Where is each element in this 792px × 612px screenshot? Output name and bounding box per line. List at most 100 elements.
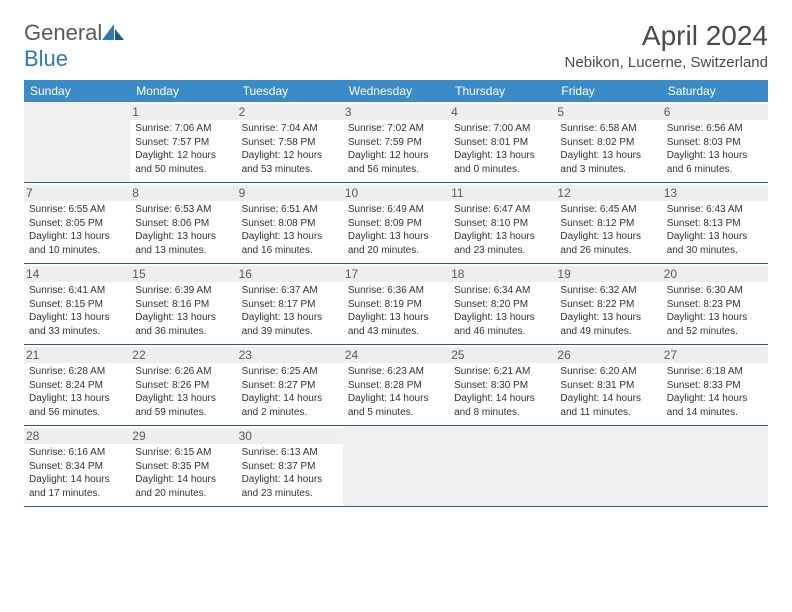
day-number: 15 xyxy=(130,266,236,282)
day-details: Sunrise: 6:41 AMSunset: 8:15 PMDaylight:… xyxy=(29,284,125,338)
weekday-header: Friday xyxy=(555,80,661,102)
calendar-cell: 12 Sunrise: 6:45 AMSunset: 8:12 PMDayligh… xyxy=(555,183,661,264)
calendar-cell: 27 Sunrise: 6:18 AMSunset: 8:33 PMDayligh… xyxy=(662,345,768,426)
calendar-cell: 5 Sunrise: 6:58 AMSunset: 8:02 PMDaylight… xyxy=(555,102,661,183)
calendar-cell: 22 Sunrise: 6:26 AMSunset: 8:26 PMDayligh… xyxy=(130,345,236,426)
calendar-cell: 11 Sunrise: 6:47 AMSunset: 8:10 PMDayligh… xyxy=(449,183,555,264)
day-number: 27 xyxy=(662,347,768,363)
day-number: 23 xyxy=(237,347,343,363)
weekday-header-row: SundayMondayTuesdayWednesdayThursdayFrid… xyxy=(24,80,768,102)
day-details: Sunrise: 6:23 AMSunset: 8:28 PMDaylight:… xyxy=(348,365,444,419)
calendar-cell: 8Sunrise: 6:53 AMSunset: 8:06 PMDaylight… xyxy=(130,183,236,264)
calendar-cell: 30Sunrise: 6:13 AMSunset: 8:37 PMDayligh… xyxy=(237,426,343,507)
day-details: Sunrise: 6:15 AMSunset: 8:35 PMDaylight:… xyxy=(135,446,231,500)
calendar-row: 28 Sunrise: 6:16 AMSunset: 8:34 PMDayligh… xyxy=(24,426,768,507)
calendar-cell xyxy=(555,426,661,507)
calendar-table: SundayMondayTuesdayWednesdayThursdayFrid… xyxy=(24,80,768,507)
day-details: Sunrise: 6:26 AMSunset: 8:26 PMDaylight:… xyxy=(135,365,231,419)
calendar-body: 1 Sunrise: 7:06 AMSunset: 7:57 PMDaylight… xyxy=(24,102,768,507)
day-number: 16 xyxy=(237,266,343,282)
day-details: Sunrise: 6:18 AMSunset: 8:33 PMDaylight:… xyxy=(667,365,763,419)
day-number: 22 xyxy=(130,347,236,363)
day-number: 19 xyxy=(555,266,661,282)
location: Nebikon, Lucerne, Switzerland xyxy=(565,54,768,71)
logo-word-2: Blue xyxy=(24,46,68,71)
calendar-cell: 26 Sunrise: 6:20 AMSunset: 8:31 PMDayligh… xyxy=(555,345,661,426)
day-details: Sunrise: 6:55 AMSunset: 8:05 PMDaylight:… xyxy=(29,203,125,257)
day-number: 6 xyxy=(662,104,768,120)
day-details: Sunrise: 6:30 AMSunset: 8:23 PMDaylight:… xyxy=(667,284,763,338)
calendar-cell: 20 Sunrise: 6:30 AMSunset: 8:23 PMDayligh… xyxy=(662,264,768,345)
calendar-cell: 1 Sunrise: 7:06 AMSunset: 7:57 PMDaylight… xyxy=(130,102,236,183)
day-number: 11 xyxy=(449,185,555,201)
calendar-row: 21 Sunrise: 6:28 AMSunset: 8:24 PMDayligh… xyxy=(24,345,768,426)
day-number: 18 xyxy=(449,266,555,282)
weekday-header: Tuesday xyxy=(237,80,343,102)
calendar-cell xyxy=(24,102,130,183)
day-number: 12 xyxy=(555,185,661,201)
calendar-cell: 24 Sunrise: 6:23 AMSunset: 8:28 PMDayligh… xyxy=(343,345,449,426)
day-number: 24 xyxy=(343,347,449,363)
day-number: 1 xyxy=(130,104,236,120)
calendar-cell: 28 Sunrise: 6:16 AMSunset: 8:34 PMDayligh… xyxy=(24,426,130,507)
weekday-header: Thursday xyxy=(449,80,555,102)
day-details: Sunrise: 6:43 AMSunset: 8:13 PMDaylight:… xyxy=(667,203,763,257)
day-details: Sunrise: 6:20 AMSunset: 8:31 PMDaylight:… xyxy=(560,365,656,419)
day-number: 20 xyxy=(662,266,768,282)
day-number: 10 xyxy=(343,185,449,201)
calendar-cell: 13 Sunrise: 6:43 AMSunset: 8:13 PMDayligh… xyxy=(662,183,768,264)
calendar-cell: 17 Sunrise: 6:36 AMSunset: 8:19 PMDayligh… xyxy=(343,264,449,345)
day-number: 29 xyxy=(130,428,236,444)
day-number: 21 xyxy=(24,347,130,363)
calendar-cell: 7 Sunrise: 6:55 AMSunset: 8:05 PMDaylight… xyxy=(24,183,130,264)
day-number: 14 xyxy=(24,266,130,282)
day-details: Sunrise: 6:34 AMSunset: 8:20 PMDaylight:… xyxy=(454,284,550,338)
day-details: Sunrise: 7:00 AMSunset: 8:01 PMDaylight:… xyxy=(454,122,550,176)
calendar-cell: 4 Sunrise: 7:00 AMSunset: 8:01 PMDaylight… xyxy=(449,102,555,183)
logo-word-1: General xyxy=(24,20,102,45)
day-number: 13 xyxy=(662,185,768,201)
logo-sail-icon xyxy=(102,24,124,40)
day-details: Sunrise: 7:06 AMSunset: 7:57 PMDaylight:… xyxy=(135,122,231,176)
month-title: April 2024 xyxy=(565,20,768,52)
day-details: Sunrise: 6:13 AMSunset: 8:37 PMDaylight:… xyxy=(242,446,338,500)
calendar-cell: 21 Sunrise: 6:28 AMSunset: 8:24 PMDayligh… xyxy=(24,345,130,426)
calendar-row: 14 Sunrise: 6:41 AMSunset: 8:15 PMDayligh… xyxy=(24,264,768,345)
day-details: Sunrise: 6:37 AMSunset: 8:17 PMDaylight:… xyxy=(242,284,338,338)
calendar-cell: 23 Sunrise: 6:25 AMSunset: 8:27 PMDayligh… xyxy=(237,345,343,426)
calendar-cell xyxy=(662,426,768,507)
day-details: Sunrise: 6:45 AMSunset: 8:12 PMDaylight:… xyxy=(560,203,656,257)
weekday-header: Wednesday xyxy=(343,80,449,102)
day-number: 26 xyxy=(555,347,661,363)
day-number: 7 xyxy=(24,185,130,201)
day-details: Sunrise: 6:16 AMSunset: 8:34 PMDaylight:… xyxy=(29,446,125,500)
day-details: Sunrise: 6:21 AMSunset: 8:30 PMDaylight:… xyxy=(454,365,550,419)
day-details: Sunrise: 6:36 AMSunset: 8:19 PMDaylight:… xyxy=(348,284,444,338)
title-block: April 2024 Nebikon, Lucerne, Switzerland xyxy=(565,20,768,71)
day-details: Sunrise: 6:49 AMSunset: 8:09 PMDaylight:… xyxy=(348,203,444,257)
calendar-cell xyxy=(449,426,555,507)
calendar-cell: 9 Sunrise: 6:51 AMSunset: 8:08 PMDaylight… xyxy=(237,183,343,264)
calendar-cell: 2Sunrise: 7:04 AMSunset: 7:58 PMDaylight… xyxy=(237,102,343,183)
day-number: 28 xyxy=(24,428,130,444)
day-details: Sunrise: 6:32 AMSunset: 8:22 PMDaylight:… xyxy=(560,284,656,338)
calendar-cell: 18 Sunrise: 6:34 AMSunset: 8:20 PMDayligh… xyxy=(449,264,555,345)
day-details: Sunrise: 6:47 AMSunset: 8:10 PMDaylight:… xyxy=(454,203,550,257)
day-details: Sunrise: 6:58 AMSunset: 8:02 PMDaylight:… xyxy=(560,122,656,176)
calendar-cell: 6Sunrise: 6:56 AMSunset: 8:03 PMDaylight… xyxy=(662,102,768,183)
day-number: 5 xyxy=(555,104,661,120)
day-details: Sunrise: 6:51 AMSunset: 8:08 PMDaylight:… xyxy=(242,203,338,257)
calendar-cell: 3Sunrise: 7:02 AMSunset: 7:59 PMDaylight… xyxy=(343,102,449,183)
day-details: Sunrise: 6:39 AMSunset: 8:16 PMDaylight:… xyxy=(135,284,231,338)
calendar-cell: 29 Sunrise: 6:15 AMSunset: 8:35 PMDayligh… xyxy=(130,426,236,507)
day-number: 4 xyxy=(449,104,555,120)
day-number: 17 xyxy=(343,266,449,282)
calendar-cell: 25Sunrise: 6:21 AMSunset: 8:30 PMDayligh… xyxy=(449,345,555,426)
day-details: Sunrise: 6:25 AMSunset: 8:27 PMDaylight:… xyxy=(242,365,338,419)
weekday-header: Sunday xyxy=(24,80,130,102)
calendar-cell: 15 Sunrise: 6:39 AMSunset: 8:16 PMDayligh… xyxy=(130,264,236,345)
day-details: Sunrise: 7:04 AMSunset: 7:58 PMDaylight:… xyxy=(242,122,338,176)
calendar-cell: 16 Sunrise: 6:37 AMSunset: 8:17 PMDayligh… xyxy=(237,264,343,345)
day-number: 9 xyxy=(237,185,343,201)
day-details: Sunrise: 6:28 AMSunset: 8:24 PMDaylight:… xyxy=(29,365,125,419)
